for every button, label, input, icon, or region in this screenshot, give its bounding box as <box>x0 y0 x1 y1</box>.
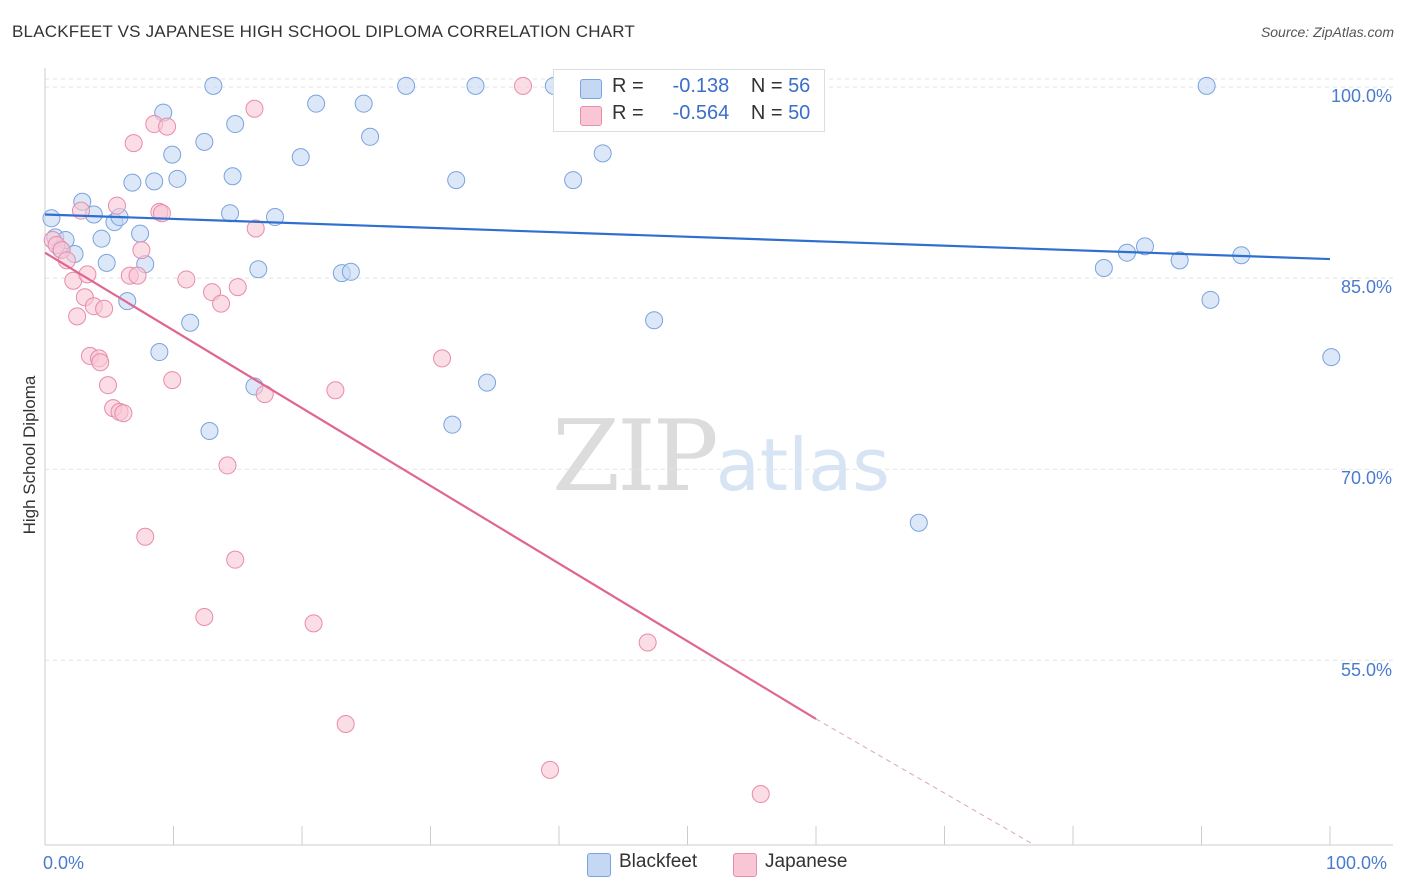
r-label: R = <box>612 102 644 124</box>
blackfeet-point <box>97 253 116 272</box>
japanese-point <box>226 550 245 569</box>
x-tick-label: 0.0% <box>43 853 85 873</box>
japanese-point <box>177 270 196 289</box>
blackfeet-point <box>443 415 462 434</box>
y-tick-label: 85.0% <box>1340 277 1392 297</box>
japanese-point <box>136 527 155 546</box>
blackfeet-point <box>200 422 219 441</box>
n-label: N = <box>750 102 783 124</box>
blackfeet-point <box>123 173 142 192</box>
blackfeet-point <box>1201 290 1220 309</box>
japanese-point <box>114 404 133 423</box>
legend-label: Japanese <box>765 851 848 872</box>
japanese-point <box>163 371 182 390</box>
japanese-point <box>218 456 237 475</box>
y-tick-label: 55.0% <box>1340 660 1392 680</box>
blackfeet-point <box>92 229 111 248</box>
blackfeet-point <box>1094 258 1113 277</box>
japanese-point <box>326 381 345 400</box>
blackfeet-point <box>361 127 380 146</box>
blackfeet-point <box>221 204 240 223</box>
blackfeet-point <box>397 76 416 95</box>
blackfeet-point <box>181 313 200 332</box>
blackfeet-point <box>204 76 223 95</box>
japanese-point <box>245 99 264 118</box>
japanese-point <box>336 714 355 733</box>
japanese-point <box>68 307 87 326</box>
blackfeet-point <box>564 171 583 190</box>
japanese-point <box>433 349 452 368</box>
blackfeet-swatch <box>580 79 602 99</box>
blackfeet-r-value: -0.138 <box>672 75 730 97</box>
blackfeet-swatch <box>587 853 611 877</box>
blackfeet-point <box>478 373 497 392</box>
y-tick-label: 100.0% <box>1330 86 1392 106</box>
japanese-point <box>95 299 114 318</box>
japanese-point <box>128 266 147 285</box>
blackfeet-point <box>42 209 61 228</box>
japanese-n-value: 50 <box>788 102 811 124</box>
watermark: ZIPatlas <box>552 400 890 514</box>
japanese-point <box>98 376 117 395</box>
chart-title: BLACKFEET VS JAPANESE HIGH SCHOOL DIPLOM… <box>12 22 635 41</box>
blackfeet-point <box>145 172 164 191</box>
watermark-atlas: atlas <box>715 423 890 507</box>
japanese-trend-extrapolation <box>815 718 1035 846</box>
japanese-point <box>158 117 177 136</box>
blackfeet-point <box>593 144 612 163</box>
blackfeet-point <box>195 132 214 151</box>
blackfeet-point <box>1170 251 1189 270</box>
blackfeet-point <box>1135 237 1154 256</box>
blackfeet-point <box>447 171 466 190</box>
y-tick-label: 70.0% <box>1340 468 1392 488</box>
x-tick-label: 100.0% <box>1326 853 1388 873</box>
japanese-point <box>541 760 560 779</box>
japanese-point <box>246 219 265 238</box>
japanese-point <box>228 278 247 297</box>
blackfeet-point <box>354 94 373 113</box>
legend-label: Blackfeet <box>619 851 698 872</box>
japanese-swatch <box>580 106 602 126</box>
watermark-zip: ZIP <box>552 400 719 514</box>
blackfeet-point <box>466 76 485 95</box>
japanese-point <box>751 785 770 804</box>
japanese-point <box>514 76 533 95</box>
r-label: R = <box>612 75 644 97</box>
source-credit: Source: ZipAtlas.com <box>1260 24 1394 40</box>
blackfeet-point <box>645 311 664 330</box>
japanese-point <box>195 607 214 626</box>
blackfeet-point <box>223 167 242 186</box>
blackfeet-n-value: 56 <box>788 75 811 97</box>
japanese-point <box>304 614 323 633</box>
blackfeet-point <box>291 148 310 167</box>
japanese-point <box>212 294 231 313</box>
blackfeet-point <box>341 262 360 281</box>
blackfeet-trend-line <box>44 213 1331 261</box>
japanese-trend-line <box>44 251 817 720</box>
blackfeet-point <box>163 145 182 164</box>
japanese-swatch <box>733 853 757 877</box>
blackfeet-point <box>150 343 169 362</box>
blackfeet-point <box>131 224 150 243</box>
blackfeet-point <box>909 513 928 532</box>
blackfeet-point <box>168 169 187 188</box>
japanese-point <box>107 196 126 215</box>
blackfeet-point <box>307 94 326 113</box>
japanese-r-value: -0.564 <box>672 102 730 124</box>
stats-legend: R = -0.138 N = 56 R = -0.564 N = 50 <box>553 69 825 132</box>
blackfeet-point <box>226 115 245 134</box>
japanese-point <box>91 353 110 372</box>
japanese-point <box>638 633 657 652</box>
n-label: N = <box>750 75 783 97</box>
blackfeet-point <box>249 260 268 279</box>
blackfeet-point <box>1322 348 1341 367</box>
japanese-point <box>132 241 151 260</box>
japanese-point <box>124 134 143 153</box>
blackfeet-point <box>1197 76 1216 95</box>
